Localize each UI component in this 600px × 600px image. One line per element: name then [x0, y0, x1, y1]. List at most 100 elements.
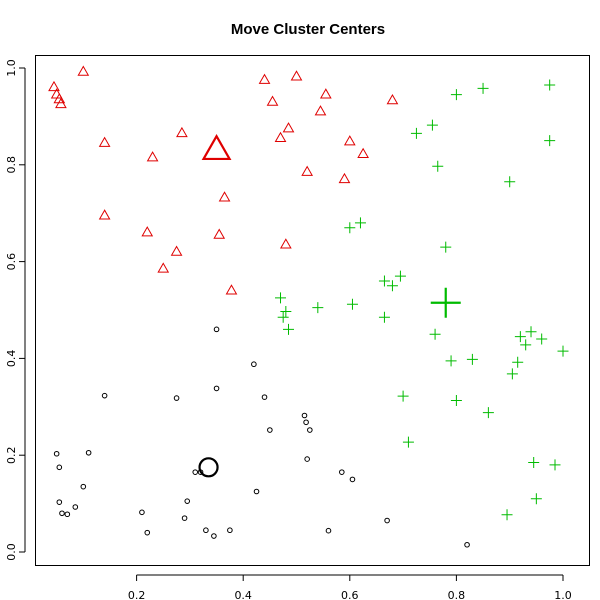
cluster-2-point [53, 93, 66, 104]
cluster-1-center [198, 457, 219, 478]
cluster-3-point [544, 135, 556, 147]
cluster-2-point [301, 165, 314, 176]
cluster-2-point [386, 93, 399, 105]
cluster-2-point [279, 238, 292, 249]
cluster-3-point [520, 339, 532, 351]
cluster-1-point [139, 509, 145, 516]
cluster-3-point [394, 270, 406, 282]
cluster-3-point [397, 390, 409, 402]
cluster-2-point [98, 209, 111, 220]
cluster-1-point [59, 510, 65, 517]
cluster-1-point [301, 412, 308, 419]
cluster-3-point [410, 127, 422, 139]
cluster-1-point [184, 498, 191, 504]
cluster-1-point [72, 504, 79, 510]
cluster-2-point [157, 262, 170, 273]
cluster-1-point [213, 385, 220, 392]
cluster-2-point [274, 131, 287, 143]
cluster-3-point [440, 241, 452, 253]
cluster-1-point [251, 361, 257, 368]
cluster-3-point [426, 119, 438, 131]
cluster-3-point [402, 436, 414, 448]
cluster-2-point [146, 151, 159, 162]
cluster-1-point [56, 499, 63, 505]
cluster-1-point [213, 326, 220, 333]
cluster-3-point [528, 456, 540, 468]
x-tick-label: 0.2 [128, 589, 146, 600]
cluster-1-point [384, 517, 390, 524]
cluster-1-point [101, 392, 108, 399]
cluster-2-point [98, 136, 111, 147]
cluster-3-point [450, 395, 462, 407]
cluster-3-point [432, 160, 444, 172]
cluster-2-point [170, 245, 183, 256]
cluster-3-point [549, 459, 561, 471]
cluster-3-point [429, 328, 441, 340]
cluster-1-point [144, 529, 151, 536]
cluster-3-point [344, 222, 356, 234]
cluster-3-point [536, 333, 548, 345]
y-tick-label: 0.4 [5, 350, 18, 368]
y-tick-label: 0.0 [5, 543, 18, 561]
data-marks [48, 65, 569, 548]
cluster-2-point [338, 172, 351, 184]
cluster-3-point [514, 331, 526, 343]
cluster-2-point [343, 135, 356, 146]
cluster-3-point [477, 82, 489, 94]
cluster-3-point [512, 356, 524, 368]
cluster-3-point [501, 509, 513, 521]
cluster-3-point [386, 280, 398, 292]
cluster-3-point [280, 305, 292, 317]
cluster-1-point [304, 456, 310, 462]
cluster-1-point [253, 488, 260, 495]
y-tick-label: 0.6 [5, 253, 18, 271]
cluster-3-point [283, 323, 295, 335]
cluster-3-point [378, 275, 390, 287]
cluster-2-point [141, 226, 154, 237]
y-tick-label: 1.0 [5, 59, 18, 77]
cluster-3-point [482, 407, 494, 419]
x-tick-label: 0.4 [234, 589, 252, 600]
cluster-2-point [282, 122, 295, 133]
cluster-2-point [55, 97, 67, 109]
cluster-3-point [504, 176, 516, 188]
cluster-3-point [354, 217, 366, 229]
cluster-1-point [211, 533, 217, 539]
cluster-3-center [430, 287, 461, 318]
cluster-1-point [85, 449, 92, 456]
cluster-1-point [325, 527, 332, 534]
cluster-1-point [349, 476, 356, 483]
y-tick-label: 0.2 [5, 446, 18, 464]
cluster-3-point [445, 355, 457, 367]
cluster-3-point [277, 311, 289, 323]
cluster-3-point [450, 89, 462, 101]
cluster-3-point [378, 311, 390, 323]
cluster-1-point [192, 469, 199, 475]
y-tick-label: 0.8 [5, 156, 18, 174]
x-tick-label: 0.8 [448, 589, 466, 600]
cluster-2-point [213, 228, 226, 239]
cluster-2-point [176, 126, 188, 138]
cluster-1-point [339, 469, 345, 475]
cluster-3-point [525, 326, 537, 338]
cluster-2-center [201, 133, 232, 161]
cluster-2-point [77, 65, 90, 76]
cluster-3-point [506, 368, 518, 380]
x-tick-label: 0.6 [341, 589, 359, 600]
cluster-3-point [346, 298, 358, 310]
cluster-1-point [80, 483, 87, 490]
cluster-3-point [557, 345, 569, 357]
cluster-2-point [225, 284, 238, 295]
cluster-2-point [290, 70, 303, 81]
cluster-3-point [466, 353, 478, 365]
cluster-2-point [258, 73, 271, 84]
cluster-1-point [64, 511, 71, 518]
cluster-2-point [357, 147, 369, 158]
axes: 0.2 0.4 0.6 0.8 1.0 0.0 0.2 0.4 0.6 0.8 1.0 [5, 59, 572, 600]
chart-title: Move Cluster Centers [231, 21, 385, 38]
cluster-1-point [203, 527, 209, 534]
plot-area-frame [35, 55, 590, 566]
cluster-2-point [48, 80, 60, 92]
cluster-1-point [173, 395, 180, 401]
